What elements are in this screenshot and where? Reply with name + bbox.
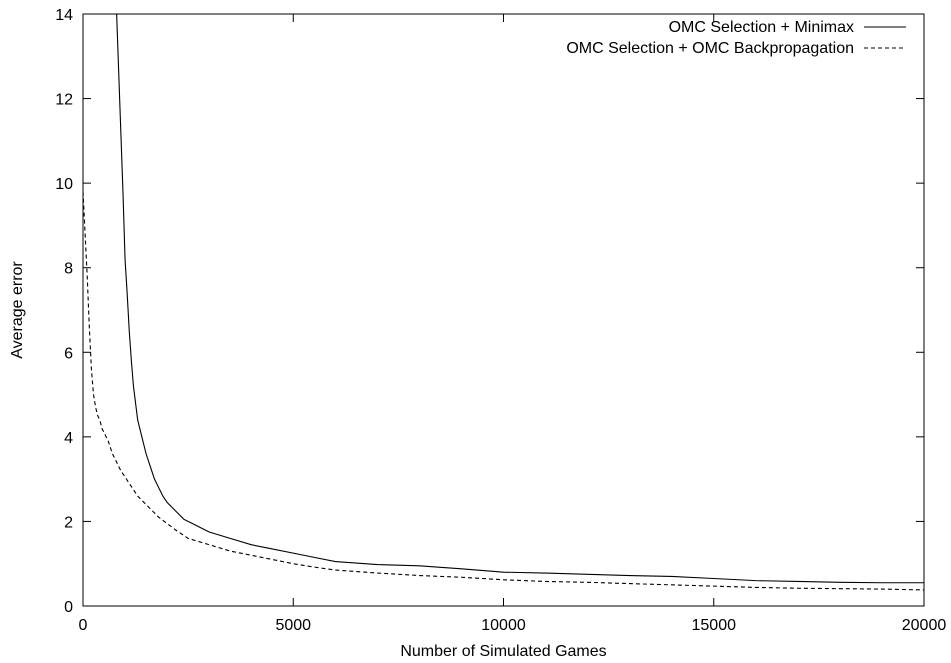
x-tick-label: 10000: [481, 617, 526, 634]
legend-label: OMC Selection + Minimax: [669, 19, 854, 36]
x-axis-title: Number of Simulated Games: [400, 643, 606, 660]
y-tick-label: 6: [64, 345, 73, 362]
y-tick-label: 12: [55, 92, 73, 109]
y-tick-label: 10: [55, 176, 73, 193]
x-tick-label: 5000: [275, 617, 311, 634]
y-tick-label: 4: [64, 430, 73, 447]
legend-label: OMC Selection + OMC Backpropagation: [566, 40, 854, 57]
x-tick-label: 15000: [692, 617, 737, 634]
y-tick-label: 14: [55, 7, 73, 24]
series-layer: [83, 14, 924, 591]
x-tick-label: 20000: [902, 617, 947, 634]
legend: OMC Selection + Minimax OMC Selection + O…: [566, 19, 906, 57]
y-tick-label: 8: [64, 261, 73, 278]
axes-layer: 0 5000 10000 15000 20000 0 2 4 6 8 10 12 14: [55, 7, 946, 634]
y-axis-title: Average error: [9, 261, 26, 359]
y-tick-label: 0: [64, 599, 73, 616]
x-tick-label: 0: [79, 617, 88, 634]
series-line-2: [83, 191, 924, 591]
series-line-1: [116, 14, 924, 584]
y-tick-label: 2: [64, 514, 73, 531]
